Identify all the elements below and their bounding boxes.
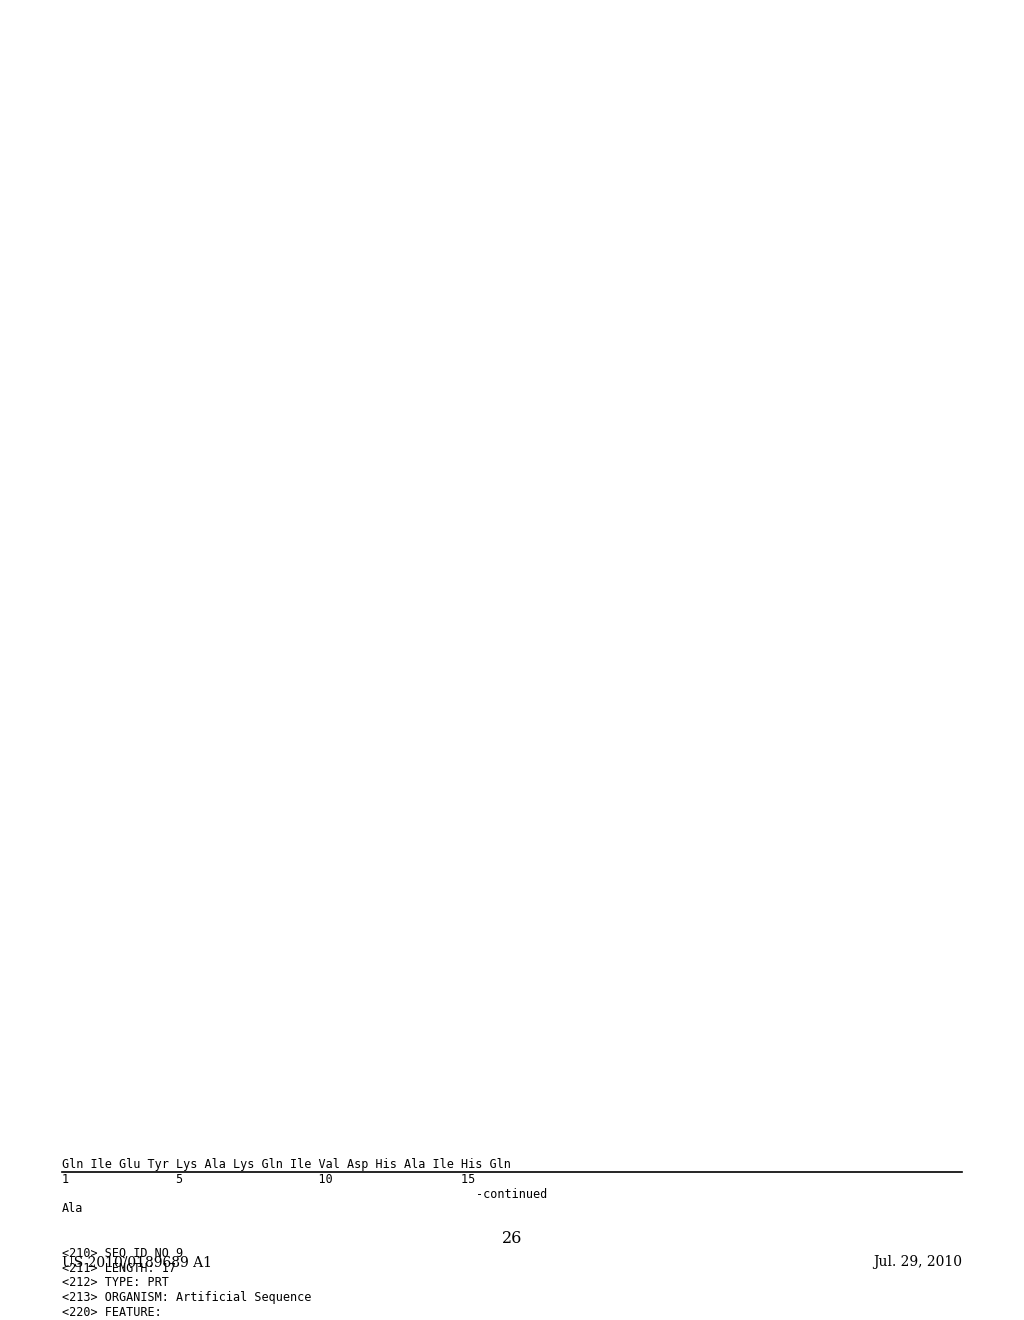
Text: 26: 26 [502, 1230, 522, 1247]
Text: <213> ORGANISM: Artificial Sequence: <213> ORGANISM: Artificial Sequence [62, 1291, 311, 1304]
Text: Gln Ile Glu Tyr Lys Ala Lys Gln Ile Val Asp His Ala Ile His Gln: Gln Ile Glu Tyr Lys Ala Lys Gln Ile Val … [62, 1158, 511, 1171]
Text: <211> LENGTH: 17: <211> LENGTH: 17 [62, 1262, 176, 1275]
Text: <210> SEQ ID NO 9: <210> SEQ ID NO 9 [62, 1247, 183, 1259]
Text: US 2010/0189689 A1: US 2010/0189689 A1 [62, 1255, 212, 1269]
Text: Ala: Ala [62, 1203, 83, 1216]
Text: <220> FEATURE:: <220> FEATURE: [62, 1305, 162, 1319]
Text: -continued: -continued [476, 1188, 548, 1201]
Text: <212> TYPE: PRT: <212> TYPE: PRT [62, 1276, 169, 1290]
Text: 1               5                   10                  15: 1 5 10 15 [62, 1172, 475, 1185]
Text: Jul. 29, 2010: Jul. 29, 2010 [873, 1255, 962, 1269]
